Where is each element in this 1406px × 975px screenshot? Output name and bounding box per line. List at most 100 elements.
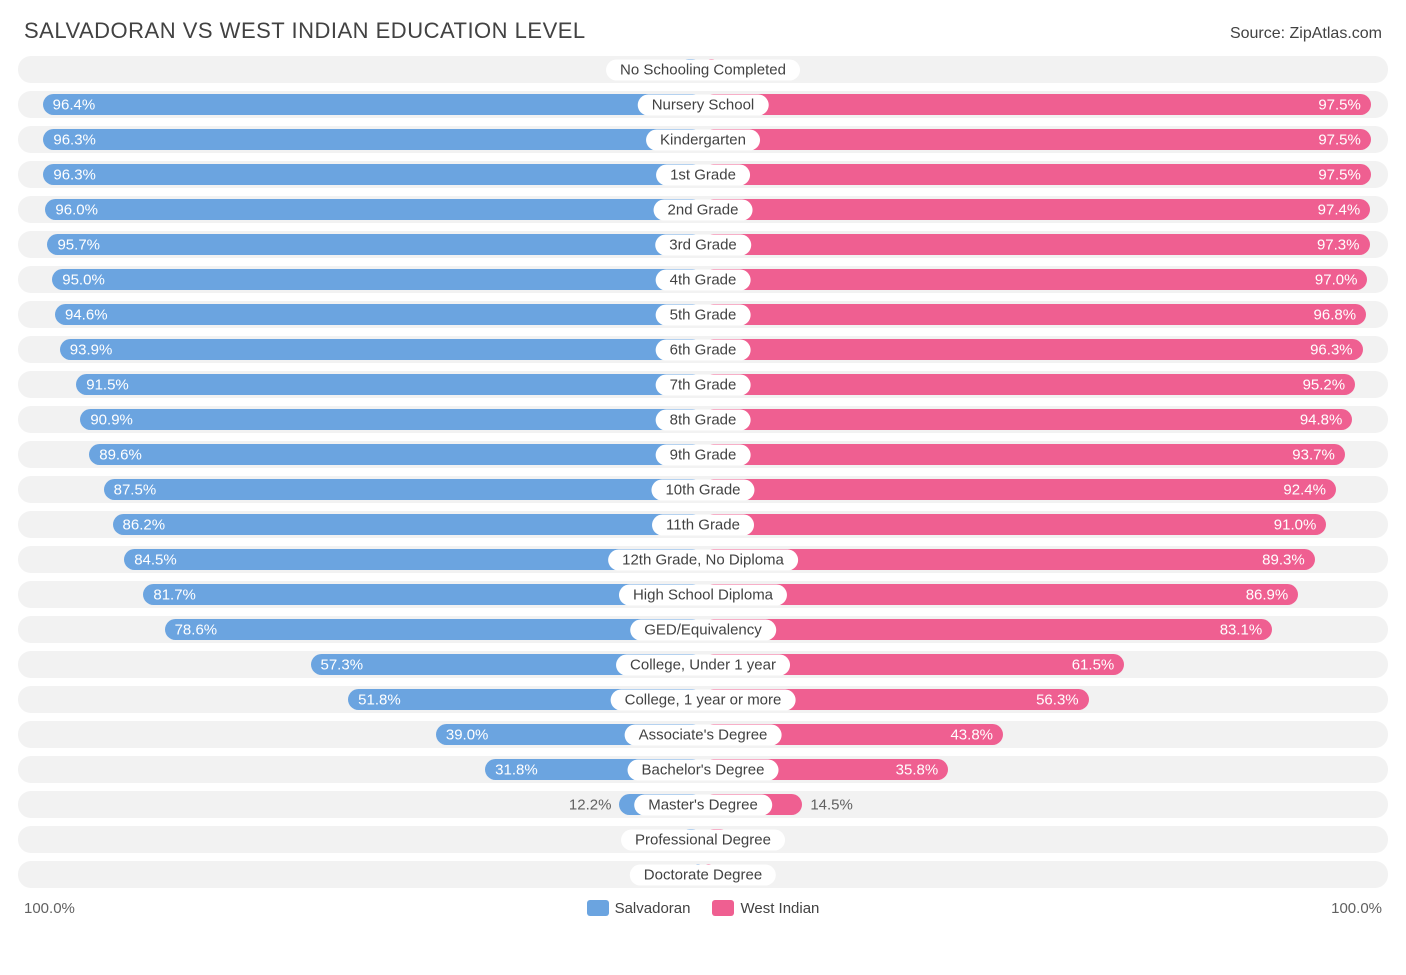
bar-right: 96.8%	[703, 304, 1366, 325]
value-left: 96.4%	[53, 96, 96, 113]
value-right: 93.7%	[1292, 446, 1335, 463]
value-right: 89.3%	[1262, 551, 1305, 568]
bar-left: 96.3%	[43, 129, 703, 150]
bar-left: 93.9%	[60, 339, 703, 360]
bar-left: 78.6%	[165, 619, 703, 640]
chart-row: 78.6%83.1%GED/Equivalency	[18, 616, 1388, 643]
category-label: 1st Grade	[656, 164, 750, 185]
value-right: 97.3%	[1317, 236, 1360, 253]
chart-row: 96.0%97.4%2nd Grade	[18, 196, 1388, 223]
chart-row: 51.8%56.3%College, 1 year or more	[18, 686, 1388, 713]
value-right: 97.5%	[1318, 131, 1361, 148]
value-right: 96.8%	[1314, 306, 1357, 323]
bar-right: 92.4%	[703, 479, 1336, 500]
value-right: 83.1%	[1220, 621, 1263, 638]
bar-right: 97.3%	[703, 234, 1370, 255]
value-left: 91.5%	[86, 376, 129, 393]
value-left: 93.9%	[70, 341, 113, 358]
chart-row: 84.5%89.3%12th Grade, No Diploma	[18, 546, 1388, 573]
bar-right: 86.9%	[703, 584, 1298, 605]
butterfly-chart: 3.7%2.5%No Schooling Completed 96.4% 97.5%…	[18, 56, 1388, 888]
bar-right: 97.5%	[703, 129, 1371, 150]
value-left: 96.3%	[53, 131, 96, 148]
value-right: 92.4%	[1283, 481, 1326, 498]
value-right: 61.5%	[1072, 656, 1115, 673]
bar-right: 83.1%	[703, 619, 1272, 640]
bar-right: 97.0%	[703, 269, 1367, 290]
bar-left: 91.5%	[76, 374, 703, 395]
category-label: Professional Degree	[621, 829, 785, 850]
chart-row: 57.3% 61.5% College, Under 1 year	[18, 651, 1388, 678]
value-left: 51.8%	[358, 691, 401, 708]
value-left: 84.5%	[134, 551, 177, 568]
value-left: 94.6%	[65, 306, 108, 323]
bar-left: 87.5%	[104, 479, 703, 500]
value-right: 91.0%	[1274, 516, 1317, 533]
category-label: Associate's Degree	[625, 724, 782, 745]
bar-left: 96.3%	[43, 164, 703, 185]
category-label: Nursery School	[638, 94, 769, 115]
category-label: 4th Grade	[656, 269, 751, 290]
category-label: 7th Grade	[656, 374, 751, 395]
bar-left: 86.2%	[113, 514, 703, 535]
legend-right: West Indian	[712, 900, 819, 917]
category-label: College, Under 1 year	[616, 654, 790, 675]
chart-row: 96.4% 97.5%Nursery School	[18, 91, 1388, 118]
bar-left: 90.9%	[80, 409, 703, 430]
category-label: 8th Grade	[656, 409, 751, 430]
legend-right-swatch	[712, 900, 734, 916]
legend-left-label: Salvadoran	[615, 900, 691, 917]
value-left: 95.7%	[57, 236, 100, 253]
legend-right-label: West Indian	[740, 900, 819, 917]
value-right: 14.5%	[810, 796, 853, 813]
bar-left: 94.6%	[55, 304, 703, 325]
bar-right: 95.2%	[703, 374, 1355, 395]
chart-row: 86.2% 91.0% 11th Grade	[18, 511, 1388, 538]
chart-header: SALVADORAN VS WEST INDIAN EDUCATION LEVE…	[18, 18, 1388, 44]
bar-right: 94.8%	[703, 409, 1352, 430]
chart-row: 1.5%1.6%Doctorate Degree	[18, 861, 1388, 888]
value-left: 57.3%	[321, 656, 364, 673]
axis-left-max: 100.0%	[24, 900, 75, 917]
chart-row: 94.6% 96.8% 5th Grade	[18, 301, 1388, 328]
value-left: 90.9%	[90, 411, 133, 428]
chart-row: 31.8%35.8%Bachelor's Degree	[18, 756, 1388, 783]
value-left: 31.8%	[495, 761, 538, 778]
chart-source: Source: ZipAtlas.com	[1230, 25, 1382, 43]
value-left: 81.7%	[153, 586, 196, 603]
category-label: No Schooling Completed	[606, 59, 800, 80]
bar-left: 89.6%	[89, 444, 703, 465]
category-label: Doctorate Degree	[630, 864, 776, 885]
value-right: 43.8%	[950, 726, 993, 743]
value-left: 95.0%	[62, 271, 105, 288]
chart-row: 3.5%4.1%Professional Degree	[18, 826, 1388, 853]
chart-row: 93.9%96.3%6th Grade	[18, 336, 1388, 363]
chart-row: 95.0% 97.0% 4th Grade	[18, 266, 1388, 293]
chart-row: 3.7%2.5%No Schooling Completed	[18, 56, 1388, 83]
category-label: Bachelor's Degree	[628, 759, 779, 780]
bar-right: 96.3%	[703, 339, 1363, 360]
category-label: 5th Grade	[656, 304, 751, 325]
chart-row: 90.9% 94.8%8th Grade	[18, 406, 1388, 433]
value-right: 95.2%	[1303, 376, 1346, 393]
value-left: 96.3%	[53, 166, 96, 183]
bar-left: 96.0%	[45, 199, 703, 220]
bar-right: 97.5%	[703, 94, 1371, 115]
chart-row: 96.3% 97.5%1st Grade	[18, 161, 1388, 188]
chart-row: 96.3%97.5%Kindergarten	[18, 126, 1388, 153]
chart-row: 39.0%43.8%Associate's Degree	[18, 721, 1388, 748]
value-left: 78.6%	[175, 621, 218, 638]
bar-right: 97.5%	[703, 164, 1371, 185]
bar-left: 96.4%	[43, 94, 703, 115]
chart-row: 91.5% 95.2% 7th Grade	[18, 371, 1388, 398]
value-right: 97.0%	[1315, 271, 1358, 288]
value-right: 97.4%	[1318, 201, 1361, 218]
category-label: 3rd Grade	[655, 234, 751, 255]
chart-row: 87.5%92.4%10th Grade	[18, 476, 1388, 503]
chart-title: SALVADORAN VS WEST INDIAN EDUCATION LEVE…	[24, 18, 586, 44]
legend-left: Salvadoran	[587, 900, 691, 917]
bar-right: 91.0%	[703, 514, 1326, 535]
category-label: 11th Grade	[652, 514, 754, 535]
bar-left: 95.0%	[52, 269, 703, 290]
value-left: 12.2%	[569, 796, 612, 813]
